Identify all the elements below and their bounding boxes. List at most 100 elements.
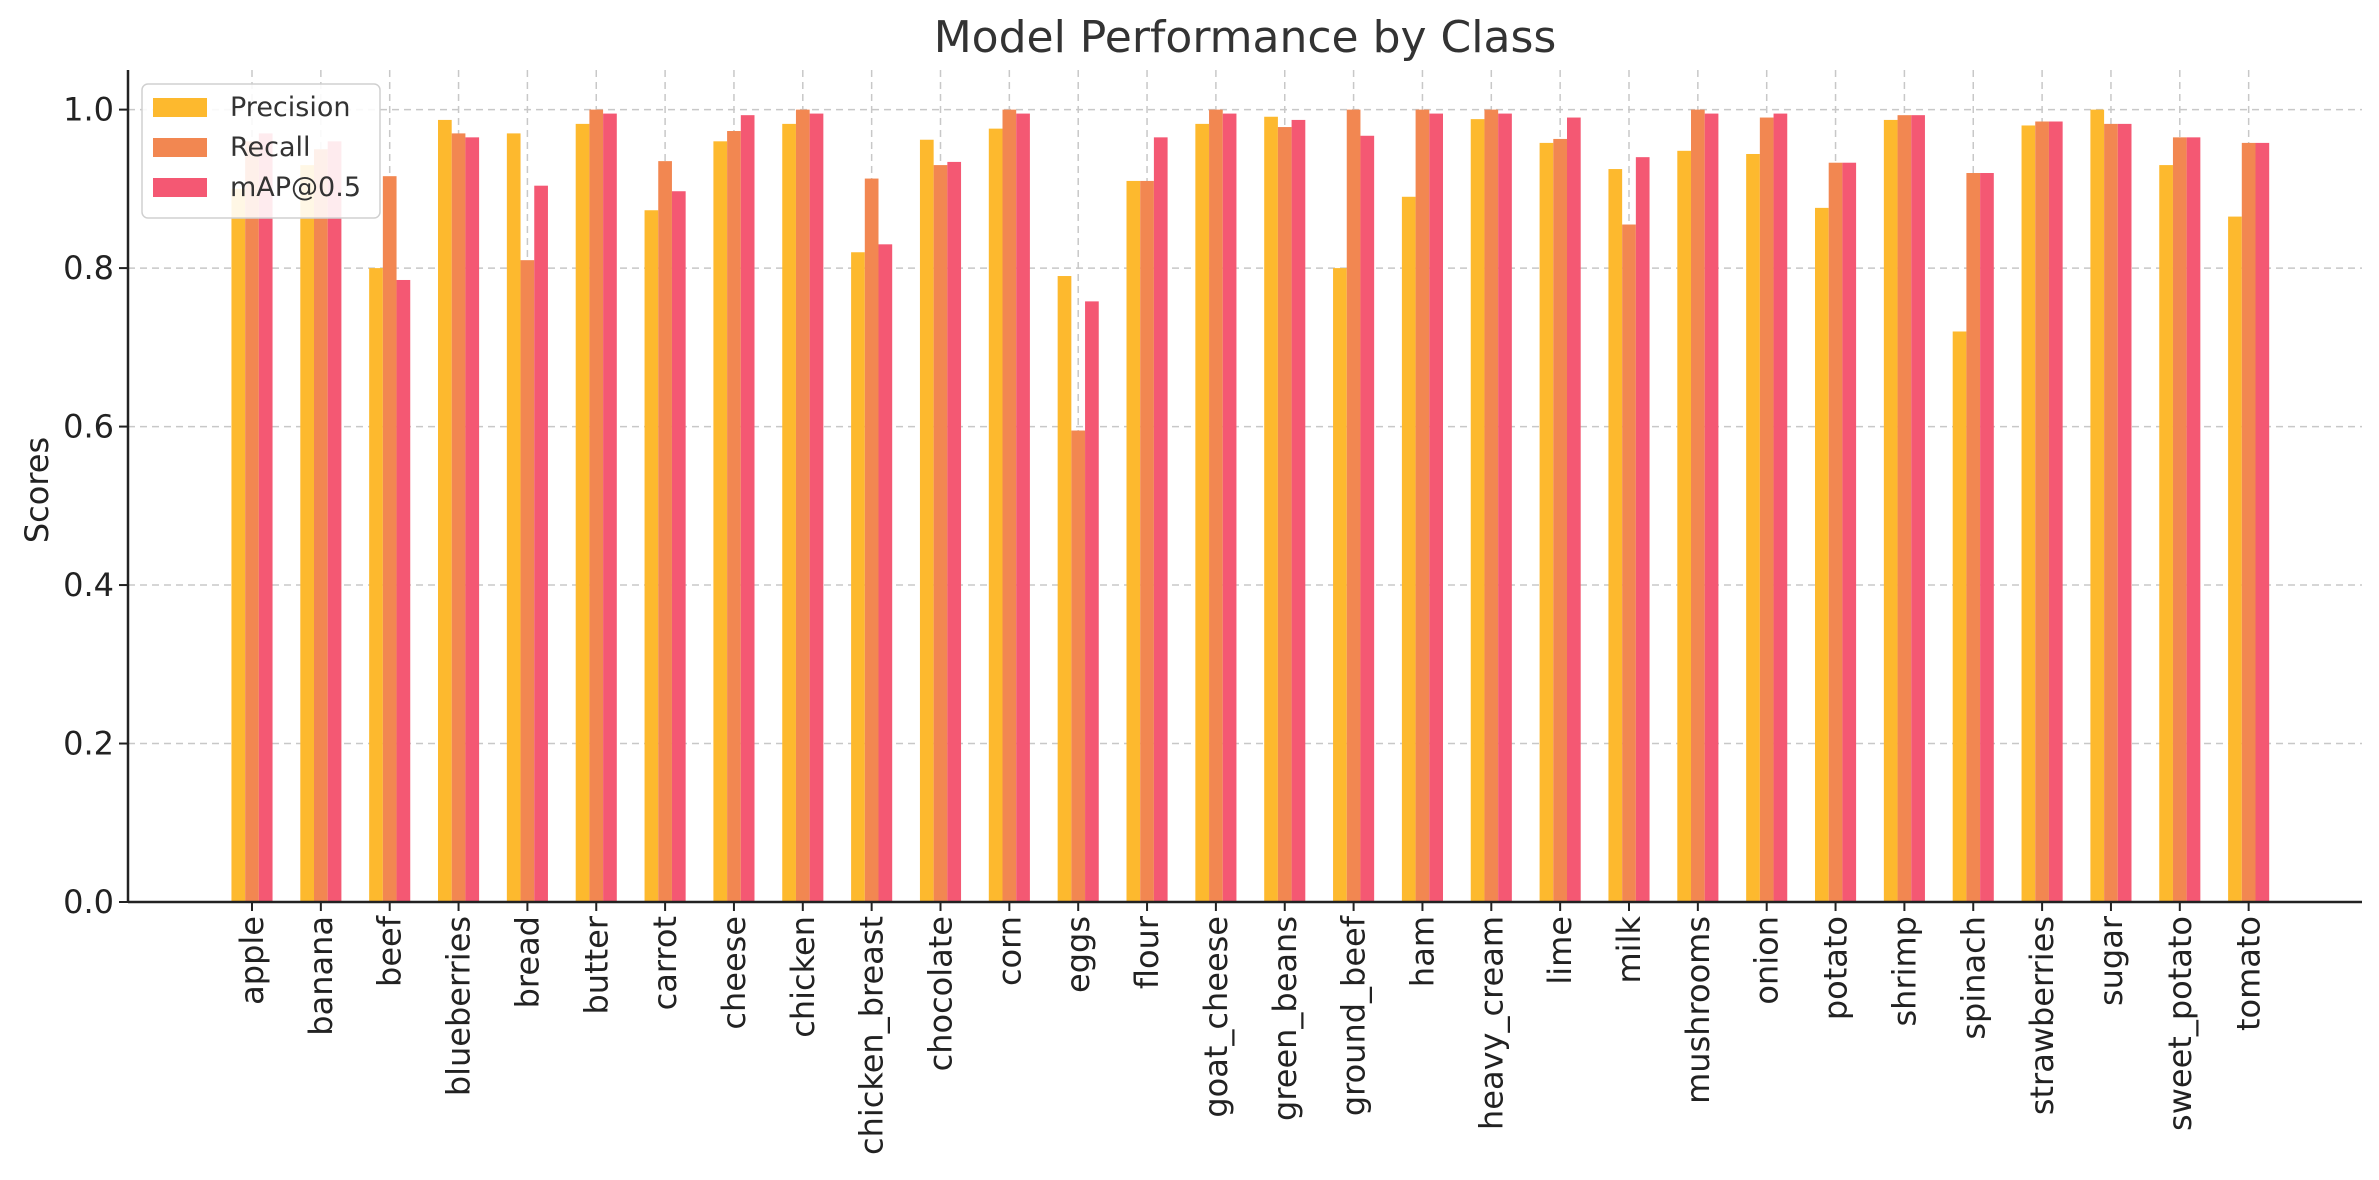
legend-swatch-recall bbox=[153, 138, 207, 157]
bar-goat_cheese-map-0-5 bbox=[1222, 113, 1237, 903]
x-tick-label: corn bbox=[990, 916, 1028, 986]
bar-butter-map-0-5 bbox=[603, 113, 617, 903]
bar-banana-recall bbox=[314, 149, 328, 902]
bar-lime-precision bbox=[1539, 142, 1554, 902]
bar-sweet_potato-recall bbox=[2172, 137, 2187, 902]
x-tick-label: heavy_cream bbox=[1472, 916, 1510, 1130]
bar-apple-precision bbox=[231, 188, 246, 902]
bar-potato-map-0-5 bbox=[1842, 162, 1857, 903]
bar-chicken_breast-recall bbox=[864, 178, 879, 903]
bar-lime-map-0-5 bbox=[1567, 117, 1581, 903]
y-tick-label: 0.0 bbox=[63, 883, 114, 921]
bar-goat_cheese-recall bbox=[1209, 109, 1223, 903]
bar-sweet_potato-precision bbox=[2159, 165, 2173, 903]
x-tick-label: banana bbox=[302, 916, 340, 1036]
legend-label: Recall bbox=[230, 132, 311, 163]
y-tick-label: 0.6 bbox=[63, 408, 114, 446]
axes bbox=[126, 70, 2362, 904]
bar-eggs-precision bbox=[1057, 276, 1072, 902]
bar-flour-recall bbox=[1140, 180, 1154, 902]
x-tick-label: bread bbox=[508, 916, 546, 1008]
bar-ham-precision bbox=[1401, 196, 1416, 902]
bar-shrimp-precision bbox=[1883, 119, 1898, 903]
x-tick-label: sugar bbox=[2092, 915, 2130, 1006]
bar-corn-map-0-5 bbox=[1016, 113, 1030, 903]
x-tick-label: chocolate bbox=[922, 916, 960, 1071]
y-axis-label: Scores bbox=[18, 437, 56, 543]
bar-goat_cheese-precision bbox=[1195, 123, 1210, 903]
bar-onion-precision bbox=[1746, 153, 1760, 903]
x-tick-label: beef bbox=[371, 915, 409, 987]
bar-chicken-precision bbox=[782, 123, 796, 903]
legend: Precision Recall mAP@0.5 bbox=[141, 83, 381, 219]
legend-swatch-map-0-5 bbox=[153, 178, 207, 197]
bar-strawberries-map-0-5 bbox=[2048, 121, 2063, 902]
y-tick-label: 1.0 bbox=[63, 91, 114, 129]
x-tick-label: goat_cheese bbox=[1197, 916, 1235, 1118]
bar-mushrooms-recall bbox=[1691, 109, 1705, 903]
x-tick-label: sweet_potato bbox=[2161, 916, 2199, 1131]
bar-corn-precision bbox=[988, 128, 1003, 903]
bar-flour-map-0-5 bbox=[1153, 137, 1168, 902]
bar-bread-precision bbox=[506, 133, 521, 902]
x-tick-label: blueberries bbox=[440, 916, 478, 1096]
x-tick-label: lime bbox=[1541, 916, 1579, 985]
bar-milk-recall bbox=[1622, 224, 1636, 902]
legend-label: Precision bbox=[230, 92, 350, 123]
x-tick-label: carrot bbox=[646, 916, 684, 1010]
bar-mushrooms-map-0-5 bbox=[1704, 113, 1719, 903]
bar-cheese-recall bbox=[727, 131, 741, 903]
y-tick-label: 0.4 bbox=[63, 566, 114, 604]
x-tick-label: chicken_breast bbox=[853, 916, 891, 1155]
bar-tomato-map-0-5 bbox=[2255, 142, 2270, 902]
bar-lime-recall bbox=[1553, 138, 1567, 903]
bar-beef-map-0-5 bbox=[396, 279, 411, 902]
bar-ham-recall bbox=[1415, 109, 1430, 903]
bar-butter-precision bbox=[575, 123, 590, 903]
bar-strawberries-recall bbox=[2035, 121, 2049, 902]
x-tick-label: milk bbox=[1610, 916, 1648, 984]
bar-tomato-recall bbox=[2241, 142, 2256, 902]
bar-milk-precision bbox=[1608, 169, 1623, 903]
bar-sweet_potato-map-0-5 bbox=[2186, 137, 2201, 902]
x-tick-label: ham bbox=[1403, 916, 1441, 987]
x-tick-label: mushrooms bbox=[1679, 916, 1717, 1104]
bar-sugar-map-0-5 bbox=[2117, 123, 2132, 903]
bar-spinach-precision bbox=[1952, 331, 1967, 902]
bar-chocolate-precision bbox=[919, 139, 934, 903]
bar-corn-recall bbox=[1002, 109, 1017, 903]
bar-green_beans-recall bbox=[1277, 127, 1292, 902]
bar-potato-recall bbox=[1828, 162, 1843, 903]
bar-green_beans-map-0-5 bbox=[1291, 119, 1306, 903]
x-tick-label: spinach bbox=[1954, 916, 1992, 1040]
bar-blueberries-recall bbox=[451, 133, 466, 902]
bar-sugar-precision bbox=[2090, 109, 2105, 903]
bar-heavy_cream-recall bbox=[1484, 109, 1499, 903]
bar-chicken_breast-precision bbox=[851, 252, 865, 902]
bar-butter-recall bbox=[589, 109, 604, 903]
bar-banana-map-0-5 bbox=[327, 141, 342, 903]
bar-milk-map-0-5 bbox=[1635, 157, 1650, 902]
bar-heavy_cream-precision bbox=[1470, 119, 1485, 902]
x-tick-label: strawberries bbox=[2023, 916, 2061, 1115]
y-tick-label: 0.2 bbox=[63, 725, 114, 763]
x-tick-label: butter bbox=[577, 915, 615, 1014]
x-tick-label: chicken bbox=[784, 916, 822, 1038]
bar-banana-precision bbox=[300, 165, 314, 903]
bar-shrimp-map-0-5 bbox=[1911, 115, 1925, 902]
x-tick-label: potato bbox=[1817, 916, 1855, 1020]
x-tick-label: shrimp bbox=[1885, 916, 1923, 1026]
bar-green_beans-precision bbox=[1264, 116, 1278, 902]
bar-ground_beef-precision bbox=[1333, 268, 1347, 903]
y-ticks: 0.0 0.2 0.4 0.6 0.8 1.0 bbox=[63, 91, 128, 921]
x-tick-label: green_beans bbox=[1266, 916, 1304, 1121]
bar-potato-precision bbox=[1815, 207, 1829, 903]
bar-onion-map-0-5 bbox=[1773, 113, 1788, 903]
bar-apple-recall bbox=[245, 141, 259, 903]
bar-blueberries-map-0-5 bbox=[465, 137, 480, 902]
bar-mushrooms-precision bbox=[1677, 150, 1691, 902]
bar-chocolate-map-0-5 bbox=[947, 161, 962, 902]
bar-ground_beef-map-0-5 bbox=[1360, 135, 1375, 902]
legend-swatch-precision bbox=[153, 98, 207, 117]
x-tick-label: flour bbox=[1128, 915, 1166, 989]
